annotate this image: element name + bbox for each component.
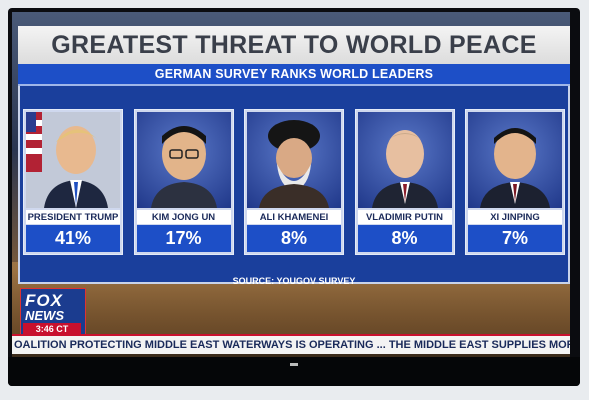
leader-card-kim: KIM JONG UN 17%	[134, 110, 233, 254]
logo-news-text: NEWS	[25, 308, 64, 323]
leader-card-putin: VLADIMIR PUTIN 8%	[355, 110, 454, 254]
tv-bezel-bottom	[8, 357, 580, 386]
survey-graphic: GREATEST THREAT TO WORLD PEACE GERMAN SU…	[18, 26, 570, 286]
leader-card-xi: XI JINPING 7%	[466, 110, 564, 254]
tv-power-led	[290, 363, 298, 366]
khamenei-portrait	[247, 112, 341, 208]
ticker-text: OALITION PROTECTING MIDDLE EAST WATERWAY…	[14, 339, 570, 351]
leader-percent: 7%	[468, 225, 562, 252]
title-bar: GREATEST THREAT TO WORLD PEACE	[18, 26, 570, 64]
leader-cards: PRESIDENT TRUMP 41% KIM JONG UN	[24, 110, 564, 256]
tv-frame: GREATEST THREAT TO WORLD PEACE GERMAN SU…	[8, 8, 580, 386]
leader-percent: 8%	[247, 225, 341, 252]
trump-portrait	[26, 112, 120, 208]
subtitle-bar: GERMAN SURVEY RANKS WORLD LEADERS	[18, 64, 570, 86]
leader-name: PRESIDENT TRUMP	[26, 210, 120, 224]
xi-portrait	[468, 112, 562, 208]
logo-fox-text: FOX	[25, 291, 63, 310]
leader-percent: 17%	[136, 225, 231, 252]
news-ticker: OALITION PROTECTING MIDDLE EAST WATERWAY…	[12, 334, 570, 354]
broadcast-time: 3:46 CT	[23, 323, 81, 334]
leader-name: VLADIMIR PUTIN	[357, 210, 452, 224]
leader-percent: 41%	[26, 225, 120, 252]
survey-source: SOURCE: YOUGOV SURVEY	[232, 276, 356, 286]
leader-card-trump: PRESIDENT TRUMP 41%	[24, 110, 122, 254]
leader-name: XI JINPING	[468, 210, 562, 224]
fox-news-logo: FOX NEWS 3:46 CT	[20, 288, 86, 336]
leader-percent: 8%	[357, 225, 452, 252]
kim-portrait	[136, 112, 231, 208]
leader-name: ALI KHAMENEI	[247, 210, 341, 224]
leader-name: KIM JONG UN	[136, 210, 231, 224]
tv-screen: GREATEST THREAT TO WORLD PEACE GERMAN SU…	[12, 12, 570, 357]
leader-card-khamenei: ALI KHAMENEI 8%	[245, 110, 343, 254]
graphic-subtitle: GERMAN SURVEY RANKS WORLD LEADERS	[154, 67, 434, 81]
putin-portrait	[357, 112, 452, 208]
graphic-title: GREATEST THREAT TO WORLD PEACE	[51, 30, 537, 59]
